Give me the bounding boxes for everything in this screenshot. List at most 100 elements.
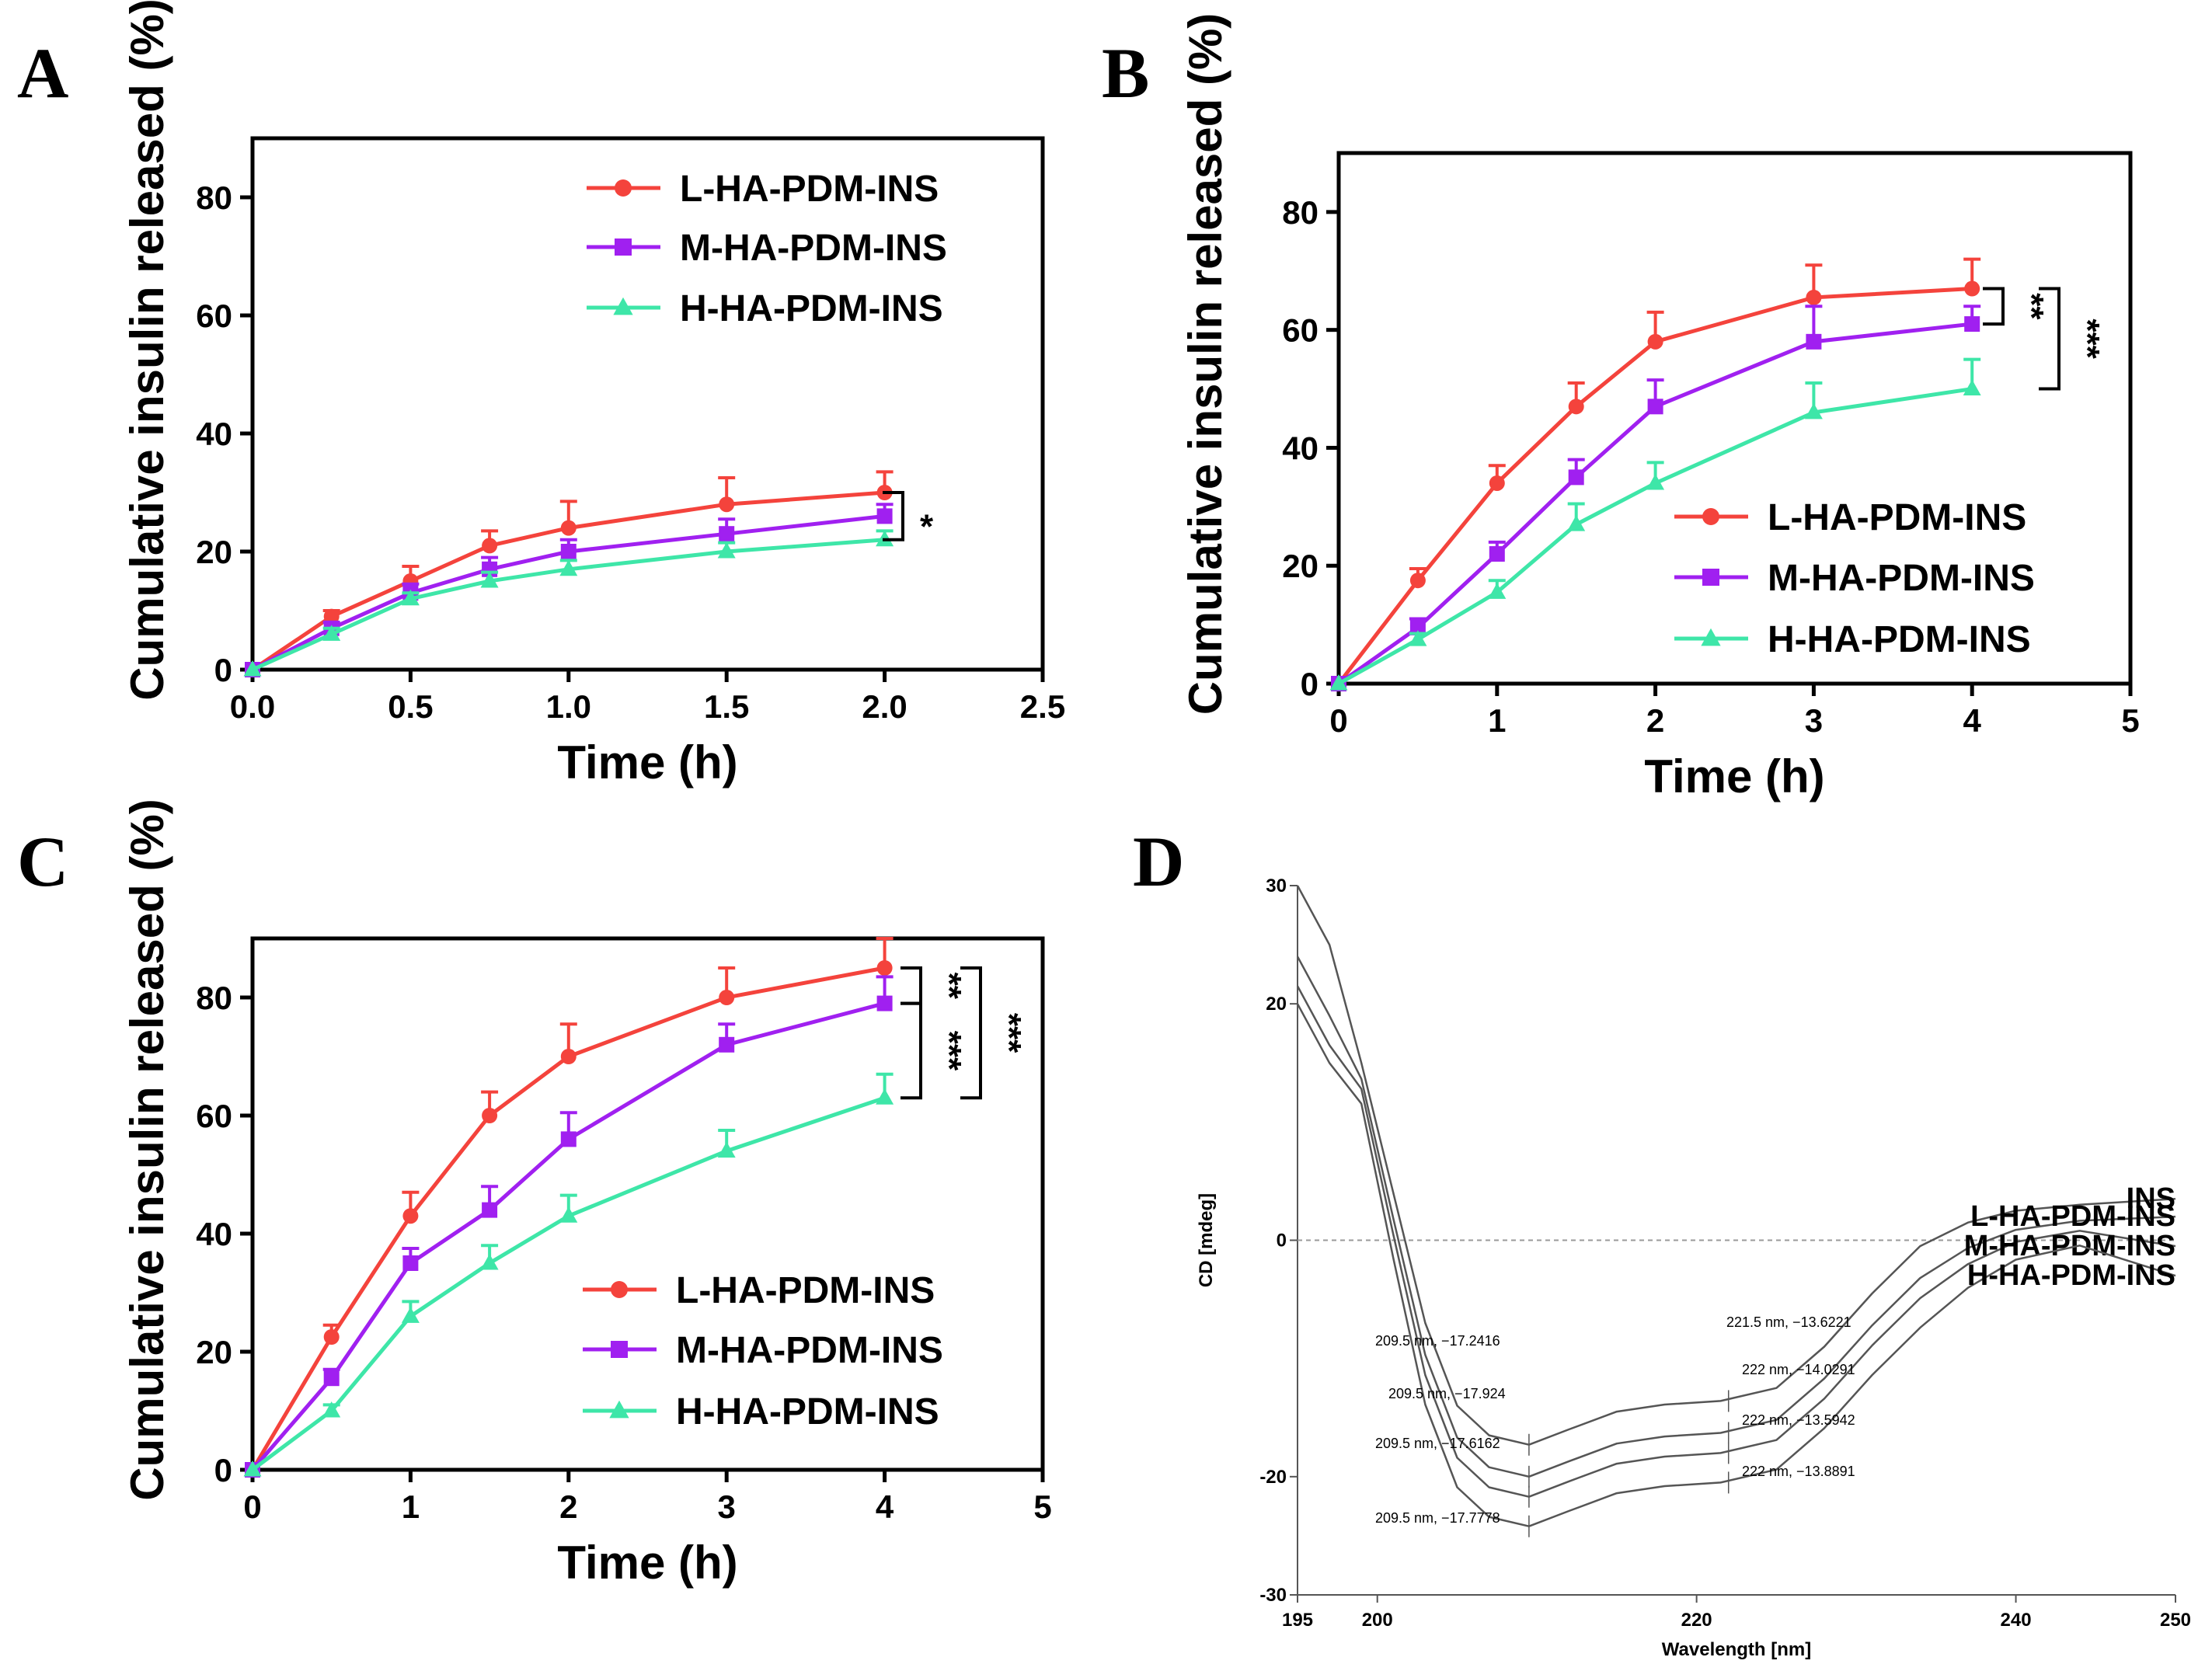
x-tick-label: 0.0 — [230, 688, 275, 725]
y-tick-label: 0 — [1277, 1231, 1287, 1252]
panel-label-A: A — [17, 33, 68, 113]
cd-legend-label-2: M-HA-PDM-INS — [1964, 1230, 2175, 1262]
x-tick-label: 200 — [1362, 1610, 1393, 1631]
significance-bracket — [900, 966, 922, 1005]
y-tick-label: 20 — [1266, 994, 1287, 1015]
y-tick-label: 60 — [1282, 312, 1318, 349]
x-tick-label: 2 — [1646, 702, 1664, 739]
data-point-H — [717, 542, 736, 559]
peak-annotation: 209.5 nm, −17.2416 — [1375, 1333, 1500, 1349]
legend-marker-M — [611, 1341, 628, 1358]
data-point-L — [482, 1108, 498, 1123]
significance-bracket — [883, 491, 904, 541]
panel-label-D: D — [1133, 822, 1184, 901]
data-point-H — [1963, 379, 1981, 396]
cd-legend-label-3: H-HA-PDM-INS — [1967, 1259, 2175, 1292]
data-point-L — [323, 1329, 340, 1345]
plot-frame — [1336, 151, 2133, 686]
legend-label-L: L-HA-PDM-INS — [1768, 497, 2026, 538]
data-point-M — [482, 1202, 498, 1218]
x-tick-label: 1 — [402, 1488, 420, 1525]
y-tick-label: 20 — [196, 1334, 232, 1370]
x-tick-label: 5 — [1033, 1488, 1051, 1525]
cd-curve-3 — [1296, 1003, 2176, 1527]
data-point-H — [559, 559, 578, 576]
panel-b-chart: 0 1 2 3 4 5 0 20 40 60 80 Time (h) Cumulative insuli… — [1179, 13, 2140, 802]
y-tick-label: 60 — [196, 1098, 232, 1134]
y-tick-label: 80 — [196, 179, 232, 216]
data-point-H — [559, 1206, 578, 1223]
data-point-H — [1567, 515, 1586, 531]
legend-label-L: L-HA-PDM-INS — [676, 1270, 935, 1311]
data-point-H — [243, 1460, 262, 1477]
peak-annotation: 209.5 nm, −17.6162 — [1375, 1436, 1500, 1451]
y-tick-label: 20 — [196, 534, 232, 570]
x-tick-label: 240 — [2001, 1610, 2032, 1631]
peak-annotation: 222 nm, −14.0291 — [1742, 1362, 1855, 1377]
data-point-M — [876, 508, 893, 524]
data-point-L — [1806, 289, 1822, 305]
data-point-H — [1409, 630, 1427, 646]
peak-annotation: 221.5 nm, −13.6221 — [1726, 1314, 1851, 1330]
data-point-H — [401, 589, 420, 606]
data-point-M — [1568, 469, 1584, 486]
significance-bracket — [2039, 287, 2060, 391]
data-point-M — [876, 995, 893, 1011]
data-point-H — [876, 1088, 894, 1105]
significance-bracket — [900, 1001, 922, 1100]
legend-marker-L — [611, 1281, 628, 1298]
data-point-L — [482, 538, 498, 554]
data-point-L — [876, 960, 893, 976]
plot-frame — [250, 936, 1045, 1472]
data-point-H — [480, 572, 499, 588]
legend-marker-L — [1702, 508, 1719, 525]
significance-label: * — [920, 507, 934, 545]
legend-label-H: H-HA-PDM-INS — [1768, 619, 2031, 660]
data-point-M — [323, 1370, 340, 1387]
legend-label-H: H-HA-PDM-INS — [676, 1391, 939, 1433]
data-point-M — [1964, 316, 1980, 332]
x-axis-title: Time (h) — [557, 736, 737, 789]
x-tick-label: 4 — [1963, 702, 1982, 739]
data-point-L — [719, 990, 735, 1005]
data-point-L — [560, 1049, 577, 1064]
legend-label-M: M-HA-PDM-INS — [676, 1330, 943, 1371]
x-axis-title: Time (h) — [1644, 750, 1824, 802]
significance-label: *** — [930, 1031, 968, 1071]
cd-legend-label-0: INS — [2127, 1182, 2175, 1215]
x-tick-label: 3 — [718, 1488, 736, 1525]
x-axis-title: Time (h) — [557, 1537, 737, 1589]
x-tick-label: 2.5 — [1020, 688, 1065, 725]
data-point-L — [1489, 475, 1505, 491]
panel-d-cd-spectrum: 195 200 220 240 250 -30 -20 0 20 30 Wavelength [nm… — [1196, 876, 2191, 1660]
y-axis-title: CD [mdeg] — [1196, 1193, 1217, 1287]
y-axis-title: Cumulative insulin released (%) — [1179, 13, 1231, 715]
x-tick-label: 0 — [1329, 702, 1347, 739]
x-tick-label: 195 — [1282, 1610, 1313, 1631]
data-point-H — [1488, 583, 1507, 599]
data-point-M — [1647, 399, 1663, 415]
significance-bracket — [960, 966, 982, 1100]
y-tick-label: 30 — [1266, 876, 1287, 896]
legend-marker-L — [615, 179, 632, 197]
y-tick-label: 0 — [214, 652, 232, 688]
data-point-L — [1568, 399, 1584, 415]
data-point-H — [717, 1141, 736, 1158]
x-tick-label: 250 — [2160, 1610, 2191, 1631]
x-tick-label: 1.0 — [546, 688, 591, 725]
data-point-H — [1804, 402, 1823, 420]
y-tick-label: 40 — [1282, 430, 1318, 466]
x-tick-label: 2.0 — [862, 688, 907, 725]
data-point-M — [719, 1036, 735, 1053]
significance-bracket — [1983, 287, 2005, 326]
y-tick-label: 0 — [214, 1452, 232, 1488]
x-tick-label: 5 — [2121, 702, 2139, 739]
x-axis-title: Wavelength [nm] — [1662, 1639, 1811, 1660]
legend-label-H: H-HA-PDM-INS — [680, 288, 943, 329]
data-point-M — [560, 544, 577, 559]
cd-legend-label-1: L-HA-PDM-INS — [1970, 1200, 2175, 1233]
peak-annotation: 222 nm, −13.5942 — [1742, 1412, 1855, 1428]
legend-label-L: L-HA-PDM-INS — [680, 169, 939, 210]
y-tick-label: 80 — [196, 980, 232, 1016]
peak-annotation: 209.5 nm, −17.7778 — [1375, 1510, 1500, 1526]
